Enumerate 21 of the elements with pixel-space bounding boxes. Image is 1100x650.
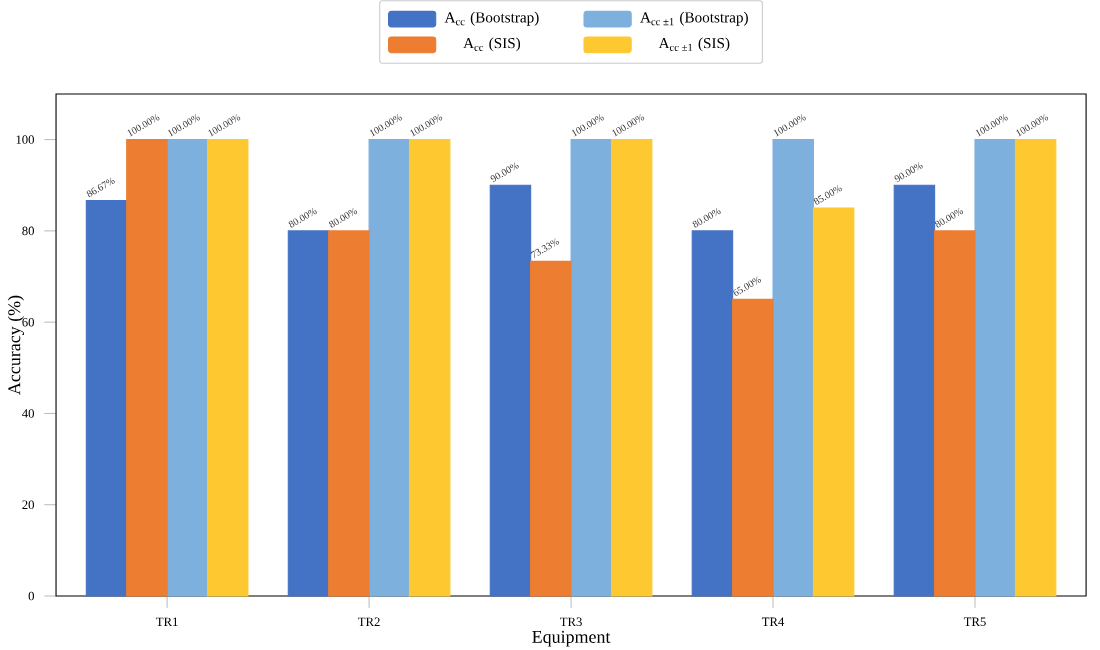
bar [1014, 139, 1057, 597]
bar [691, 230, 734, 597]
bar [812, 207, 855, 597]
bar [85, 199, 128, 597]
bar [974, 139, 1016, 597]
bar [166, 139, 209, 597]
bar [570, 139, 613, 597]
bar [489, 184, 532, 597]
bar [732, 298, 774, 597]
bar [287, 230, 330, 597]
bar [368, 139, 411, 597]
bar [206, 139, 249, 597]
bar [126, 139, 168, 597]
bar [328, 230, 370, 597]
bar [530, 260, 572, 597]
bar [610, 139, 653, 597]
bar [772, 139, 814, 597]
bar [934, 230, 976, 597]
x-axis-title: Equipment [532, 630, 611, 647]
bar [408, 139, 451, 597]
bar [893, 184, 936, 597]
